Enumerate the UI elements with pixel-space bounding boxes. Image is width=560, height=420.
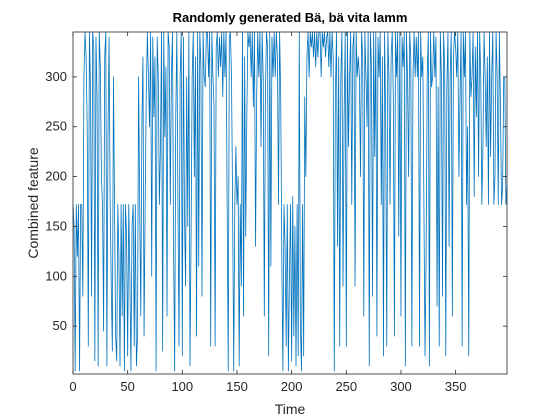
chart-title: Randomly generated Bä, bä vita lamm (173, 10, 408, 25)
x-tick-label: 100 (171, 379, 193, 394)
axes-box (72, 31, 508, 375)
x-tick-label: 350 (445, 379, 467, 394)
series-layer (72, 31, 508, 372)
y-tick-label: 100 (45, 268, 67, 283)
axes-layer: 0 50 100 150 200 250 300 350 50 100 150 200 250 300 (45, 31, 508, 394)
x-tick-label: 200 (281, 379, 303, 394)
y-tick-label: 50 (53, 318, 67, 333)
x-tick-label: 50 (120, 379, 134, 394)
y-tick-label: 200 (45, 169, 67, 184)
y-tick-label: 150 (45, 218, 67, 233)
y-tick-label: 250 (45, 119, 67, 134)
x-axis-label: Time (275, 401, 306, 417)
x-tick-label: 300 (390, 379, 412, 394)
x-tick-label: 150 (226, 379, 248, 394)
x-tick-label: 250 (335, 379, 357, 394)
x-tick-label: 0 (69, 379, 76, 394)
y-tick-label: 300 (45, 69, 67, 84)
series-line-0 (72, 31, 508, 372)
y-axis-label: Combined feature (25, 147, 41, 259)
